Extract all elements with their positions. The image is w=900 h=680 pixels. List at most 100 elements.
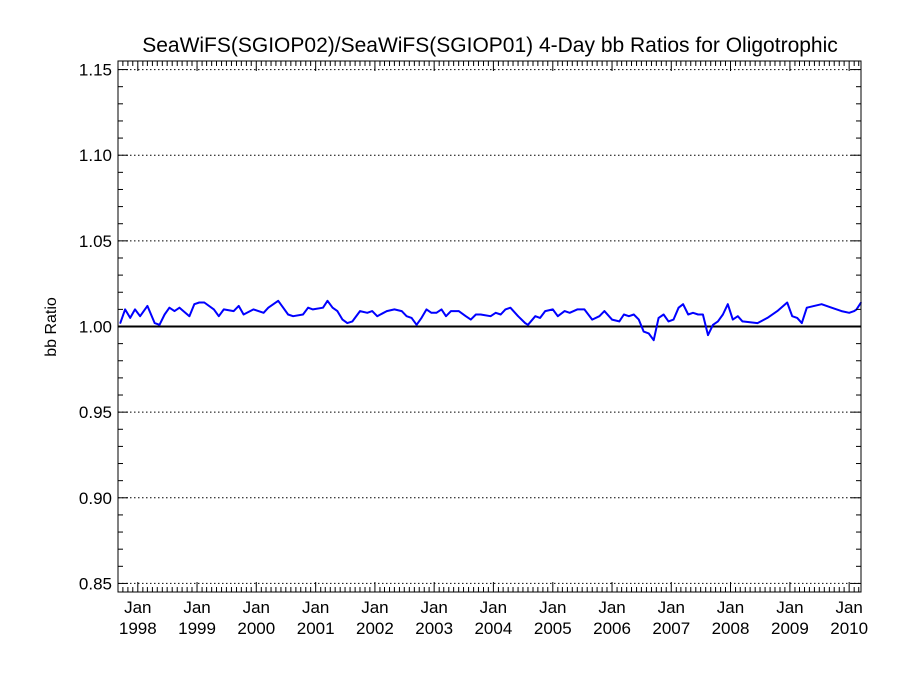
data-point <box>499 313 502 316</box>
data-point <box>642 330 645 333</box>
data-point <box>386 310 388 312</box>
y-axis-label: bb Ratio <box>43 297 60 357</box>
data-point <box>652 339 655 342</box>
x-tick-label-year: 2006 <box>593 619 631 638</box>
data-point <box>494 312 497 314</box>
data-point <box>737 315 739 318</box>
data-point <box>450 310 452 312</box>
data-point <box>371 310 374 312</box>
x-axis: Jan 1998 Jan 1999 Jan 2000 Jan 2001 Jan 2002 Jan 20… <box>119 61 868 638</box>
data-point <box>173 310 176 312</box>
data-point <box>563 310 566 312</box>
chart-title: SeaWiFS(SGIOP02)/SeaWiFS(SGIOP01) 4-Day … <box>142 34 838 57</box>
data-point <box>188 315 191 318</box>
data-point <box>647 332 650 335</box>
x-tick-label-year: 2008 <box>712 619 750 638</box>
data-point <box>672 318 675 321</box>
data-point <box>489 315 492 318</box>
data-point <box>702 313 704 316</box>
x-tick-label-month: Jan <box>302 598 329 617</box>
data-point <box>405 315 408 318</box>
y-tick-label: 1.00 <box>79 318 112 337</box>
data-point <box>662 313 665 316</box>
x-tick-label-year: 2001 <box>297 619 335 638</box>
data-point <box>504 308 507 311</box>
y-tick-label: 1.15 <box>79 61 112 80</box>
data-point <box>727 303 729 306</box>
x-tick-label-month: Jan <box>539 598 566 617</box>
data-point <box>611 318 613 321</box>
x-tick-label-month: Jan <box>835 598 862 617</box>
x-tick-label-month: Jan <box>183 598 210 617</box>
data-point <box>425 308 428 311</box>
data-point <box>677 306 680 309</box>
data-point <box>134 308 136 311</box>
data-point <box>465 315 467 318</box>
data-point <box>791 315 793 318</box>
data-point <box>786 301 788 304</box>
x-tick-label-year: 2000 <box>237 619 275 638</box>
data-point <box>146 305 149 307</box>
data-point <box>692 312 694 314</box>
data-point <box>420 317 423 319</box>
data-point <box>638 318 640 321</box>
data-point <box>806 306 808 309</box>
data-point <box>628 315 630 318</box>
data-point <box>623 313 625 316</box>
data-point <box>139 315 141 318</box>
data-point <box>232 310 235 312</box>
y-axis: 0.85 0.90 0.95 1.00 1.05 1.10 1.15 <box>79 61 861 593</box>
data-point <box>509 306 512 309</box>
data-point <box>667 320 670 323</box>
x-tick-label-month: Jan <box>361 598 388 617</box>
data-point <box>277 300 280 302</box>
data-point <box>410 317 413 319</box>
series-line <box>119 299 862 342</box>
data-point <box>470 318 472 321</box>
data-point <box>119 322 122 324</box>
data-point <box>282 306 285 309</box>
data-point <box>479 313 482 316</box>
data-point <box>351 320 354 323</box>
x-tick-label-month: Jan <box>243 598 270 617</box>
data-point <box>341 318 344 321</box>
data-point <box>517 315 519 318</box>
x-tick-label-year: 2007 <box>652 619 690 638</box>
data-point <box>393 308 396 311</box>
data-point <box>237 305 240 307</box>
data-point <box>707 334 709 336</box>
data-point <box>603 310 606 312</box>
data-point <box>307 306 309 309</box>
data-point <box>223 308 225 311</box>
data-point <box>203 301 206 304</box>
data-point <box>820 303 823 306</box>
data-point <box>312 308 314 311</box>
data-point <box>557 315 559 318</box>
data-point <box>198 301 201 304</box>
y-tick-label: 0.95 <box>79 403 112 422</box>
y-tick-label: 0.85 <box>79 574 112 593</box>
data-points <box>119 300 862 342</box>
data-point <box>457 310 460 312</box>
x-tick-label-year: 2005 <box>534 619 572 638</box>
data-point <box>346 322 349 324</box>
x-tick-label-month: Jan <box>124 598 151 617</box>
data-point <box>475 313 477 316</box>
data-point <box>415 324 418 326</box>
data-point <box>178 306 181 309</box>
data-point <box>732 318 734 321</box>
data-point <box>848 312 850 314</box>
x-tick-label-month: Jan <box>480 598 507 617</box>
data-point <box>591 318 593 321</box>
data-point <box>359 310 361 312</box>
data-point <box>302 313 304 316</box>
data-point <box>830 306 833 309</box>
data-point <box>756 322 759 324</box>
data-point <box>435 312 438 314</box>
data-point <box>168 306 171 309</box>
data-point <box>544 310 546 312</box>
data-point <box>153 322 156 324</box>
x-tick-label-year: 2002 <box>356 619 394 638</box>
data-point <box>267 306 270 309</box>
data-point <box>801 322 803 324</box>
